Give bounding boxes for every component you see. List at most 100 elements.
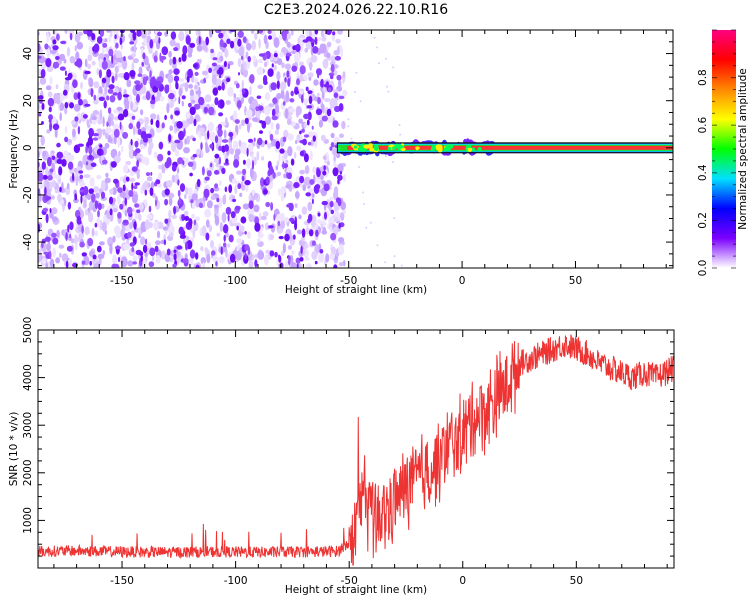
noise-speckle — [294, 90, 300, 95]
noise-speckle — [177, 179, 180, 186]
noise-speckle — [167, 150, 171, 156]
noise-speckle — [176, 245, 183, 250]
noise-speckle — [134, 80, 141, 85]
noise-speckle — [117, 60, 123, 69]
y-tick-label: 20 — [22, 94, 34, 107]
noise-speckle — [191, 213, 196, 219]
noise-speckle — [171, 164, 177, 172]
noise-speckle — [260, 215, 267, 221]
noise-speckle — [49, 76, 53, 85]
noise-speckle — [173, 47, 179, 52]
noise-speckle — [319, 249, 324, 254]
noise-speckle — [333, 167, 337, 172]
noise-speckle — [282, 161, 285, 170]
noise-speckle — [136, 121, 141, 129]
noise-speckle — [337, 174, 343, 181]
noise-speckle — [325, 30, 332, 35]
noise-speckle — [171, 174, 176, 183]
noise-speckle — [190, 199, 194, 204]
noise-speckle — [322, 226, 327, 235]
noise-speckle — [308, 62, 313, 69]
noise-speckle — [84, 58, 88, 68]
noise-speckle — [109, 188, 114, 194]
noise-speckle — [246, 147, 249, 157]
noise-speckle — [253, 137, 256, 142]
noise-speckle — [229, 253, 236, 263]
noise-speckle — [52, 123, 60, 131]
noise-speckle — [67, 161, 74, 170]
noise-speckle — [117, 137, 121, 148]
noise-speckle — [59, 53, 66, 61]
noise-speckle — [393, 217, 396, 220]
noise-speckle — [329, 226, 333, 233]
noise-speckle — [92, 254, 97, 260]
noise-speckle — [84, 226, 90, 236]
noise-speckle — [144, 252, 148, 257]
snr-x-ticks: -150 -100 -50 0 50 — [53, 330, 668, 587]
noise-speckle — [202, 70, 208, 76]
noise-speckle — [241, 146, 249, 155]
noise-speckle — [92, 186, 100, 193]
noise-speckle — [205, 147, 210, 153]
noise-speckle — [201, 166, 205, 176]
noise-speckle — [208, 224, 213, 233]
noise-speckle — [310, 218, 316, 227]
noise-speckle — [64, 30, 68, 34]
noise-speckle — [45, 166, 49, 177]
noise-speckle — [204, 208, 212, 218]
noise-speckle — [38, 95, 44, 100]
noise-speckle — [78, 98, 83, 106]
noise-speckle — [278, 34, 283, 41]
noise-speckle — [332, 31, 336, 36]
noise-speckle — [138, 234, 141, 239]
noise-speckle — [336, 74, 342, 81]
noise-speckle — [162, 226, 168, 231]
noise-speckle — [299, 130, 302, 135]
noise-speckle — [307, 141, 312, 146]
noise-speckle — [290, 90, 294, 97]
x-tick-label: -50 — [341, 575, 358, 587]
noise-speckle — [113, 128, 120, 138]
noise-speckle — [145, 172, 151, 177]
noise-speckle — [153, 221, 159, 231]
noise-speckle — [164, 198, 169, 206]
noise-speckle — [112, 207, 118, 213]
noise-speckle — [296, 145, 302, 152]
noise-speckle — [223, 242, 227, 248]
noise-speckle — [221, 212, 227, 223]
noise-speckle — [79, 181, 86, 189]
noise-speckle — [254, 222, 261, 232]
noise-speckle — [199, 58, 202, 64]
noise-speckle — [202, 40, 206, 51]
y-tick-label: 40 — [22, 47, 34, 60]
noise-speckle — [95, 192, 100, 199]
noise-speckle — [211, 62, 217, 67]
noise-speckle — [295, 43, 301, 53]
noise-speckle — [283, 129, 289, 139]
noise-speckle — [107, 88, 114, 94]
noise-speckle — [77, 92, 81, 100]
noise-speckle — [89, 177, 95, 187]
signal-blob — [373, 144, 379, 152]
noise-speckle — [46, 31, 50, 43]
noise-speckle — [286, 70, 290, 78]
noise-speckle — [342, 71, 346, 78]
noise-speckle — [219, 39, 224, 48]
noise-speckle — [129, 177, 136, 183]
noise-speckle — [130, 100, 134, 111]
noise-speckle — [303, 122, 307, 128]
noise-speckle — [270, 138, 277, 147]
noise-speckle — [40, 62, 47, 70]
noise-speckle — [189, 42, 196, 48]
noise-speckle — [317, 97, 321, 105]
noise-speckle — [79, 241, 85, 248]
noise-speckle — [215, 261, 218, 267]
noise-speckle — [193, 118, 197, 127]
y-tick-label: -40 — [22, 234, 34, 251]
noise-speckle — [280, 186, 287, 194]
noise-speckle — [282, 136, 287, 143]
noise-speckle — [110, 30, 113, 38]
noise-speckle — [154, 50, 158, 57]
noise-speckle — [187, 161, 194, 167]
noise-speckle — [113, 178, 119, 184]
